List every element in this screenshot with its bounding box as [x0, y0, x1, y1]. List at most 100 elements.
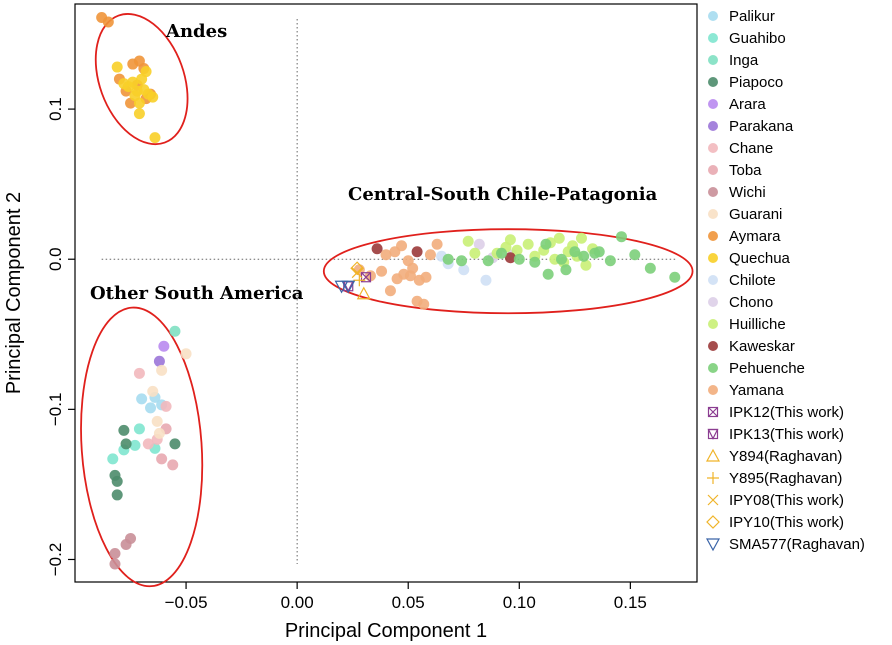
legend-label-chane: Chane	[729, 140, 773, 157]
point-kaweskar	[504, 252, 516, 264]
legend-marker-guarani	[708, 209, 718, 219]
legend-label-arara: Arara	[729, 96, 766, 113]
legend-marker-kaweskar	[708, 341, 718, 351]
point-chane	[133, 367, 145, 379]
point-yamana	[407, 262, 419, 274]
point-quechua	[127, 76, 139, 88]
point-pehuenche	[669, 271, 681, 283]
legend-label-y895-raghavan: Y895(Raghavan)	[729, 470, 842, 487]
legend-marker-wichi	[708, 187, 718, 197]
point-kaweskar	[411, 246, 423, 258]
point-yamana	[384, 285, 396, 297]
point-pehuenche	[569, 246, 581, 258]
cluster-ellipses	[80, 13, 694, 588]
point-quechua	[149, 132, 161, 144]
point-quechua	[140, 66, 152, 78]
point-yamana	[376, 265, 388, 277]
legend-label-wichi: Wichi	[729, 184, 766, 201]
x-tick-label: 0.10	[503, 593, 536, 612]
point-pehuenche	[560, 264, 572, 276]
legend-label-kaweskar: Kaweskar	[729, 338, 795, 355]
data-points	[96, 12, 681, 570]
legend-label-parakana: Parakana	[729, 118, 794, 135]
y-tick-label: −0.2	[46, 543, 65, 577]
point-huilliche	[504, 234, 516, 246]
point-ipy10-this-work	[350, 261, 364, 276]
legend-label-guarani: Guarani	[729, 206, 782, 223]
legend-marker-guahibo	[708, 33, 718, 43]
point-chilote	[458, 264, 470, 276]
x-tick-label: −0.05	[165, 593, 208, 612]
point-pehuenche	[615, 231, 627, 243]
plot-frame	[74, 3, 698, 583]
point-pehuenche	[456, 255, 468, 267]
legend-marker-palikur	[708, 11, 718, 21]
cluster-ellipse	[80, 306, 204, 588]
y-tick-label: 0.0	[46, 247, 65, 271]
legend-label-chono: Chono	[729, 294, 773, 311]
point-pehuenche	[644, 262, 656, 274]
cluster-label-other-south-america: Other South America	[90, 283, 304, 304]
legend: Palikur Guahibo Inga Piapoco Arara Parakana Ch…	[705, 8, 865, 553]
legend-marker-pehuenche	[708, 363, 718, 373]
point-chilote	[480, 274, 492, 286]
legend-marker-aymara	[708, 231, 718, 241]
point-pehuenche	[578, 250, 590, 262]
cluster-ellipse	[322, 228, 694, 315]
point-piapoco	[169, 438, 181, 450]
point-palikur	[145, 402, 157, 414]
point-pehuenche	[442, 253, 454, 265]
point-huilliche	[580, 259, 592, 271]
point-piapoco	[111, 489, 123, 501]
point-yamana	[380, 249, 392, 261]
point-parakana	[153, 355, 165, 367]
point-kaweskar	[371, 243, 383, 255]
legend-marker-sma577-raghavan	[705, 538, 721, 552]
point-guarani	[156, 364, 168, 376]
point-sma577-raghavan	[341, 280, 356, 294]
y-tick-label: −0.1	[46, 393, 65, 427]
point-arara	[158, 340, 170, 352]
point-yamana	[431, 238, 443, 250]
point-yamana	[396, 240, 408, 252]
point-chane	[160, 400, 172, 412]
legend-label-ipk13-this-work: IPK13(This work)	[729, 426, 844, 443]
point-guarani	[147, 385, 159, 397]
point-huilliche	[511, 244, 523, 256]
point-yamana	[420, 271, 432, 283]
point-pehuenche	[542, 268, 554, 280]
legend-label-palikur: Palikur	[729, 8, 775, 25]
legend-label-aymara: Aymara	[729, 228, 781, 245]
point-toba	[167, 459, 179, 471]
point-piapoco	[120, 438, 132, 450]
legend-marker-y895-raghavan	[707, 472, 719, 484]
point-pehuenche	[482, 255, 494, 267]
legend-marker-ipk12-this-work	[707, 406, 719, 418]
legend-label-inga: Inga	[729, 52, 759, 69]
point-quechua	[111, 61, 123, 73]
cluster-label-andes: Andes	[165, 21, 227, 42]
legend-label-quechua: Quechua	[729, 250, 791, 267]
legend-label-ipy10-this-work: IPY10(This work)	[729, 514, 844, 531]
cluster-ellipse	[94, 13, 189, 146]
legend-marker-arara	[708, 99, 718, 109]
legend-label-ipy08-this-work: IPY08(This work)	[729, 492, 844, 509]
point-wichi	[109, 547, 121, 559]
point-yamana	[424, 249, 436, 261]
legend-label-toba: Toba	[729, 162, 762, 179]
point-ipy08-this-work	[351, 267, 363, 279]
legend-marker-parakana	[708, 121, 718, 131]
legend-label-y894-raghavan: Y894(Raghavan)	[729, 448, 842, 465]
x-tick-label: 0.05	[392, 593, 425, 612]
legend-marker-ipy08-this-work	[707, 494, 719, 506]
point-toba	[156, 453, 168, 465]
point-y895-raghavan	[353, 274, 366, 287]
point-quechua	[147, 91, 159, 103]
legend-marker-huilliche	[708, 319, 718, 329]
point-pehuenche	[513, 253, 525, 265]
legend-marker-chane	[708, 143, 718, 153]
point-chane	[142, 438, 154, 450]
point-huilliche	[522, 238, 534, 250]
legend-marker-yamana	[708, 385, 718, 395]
